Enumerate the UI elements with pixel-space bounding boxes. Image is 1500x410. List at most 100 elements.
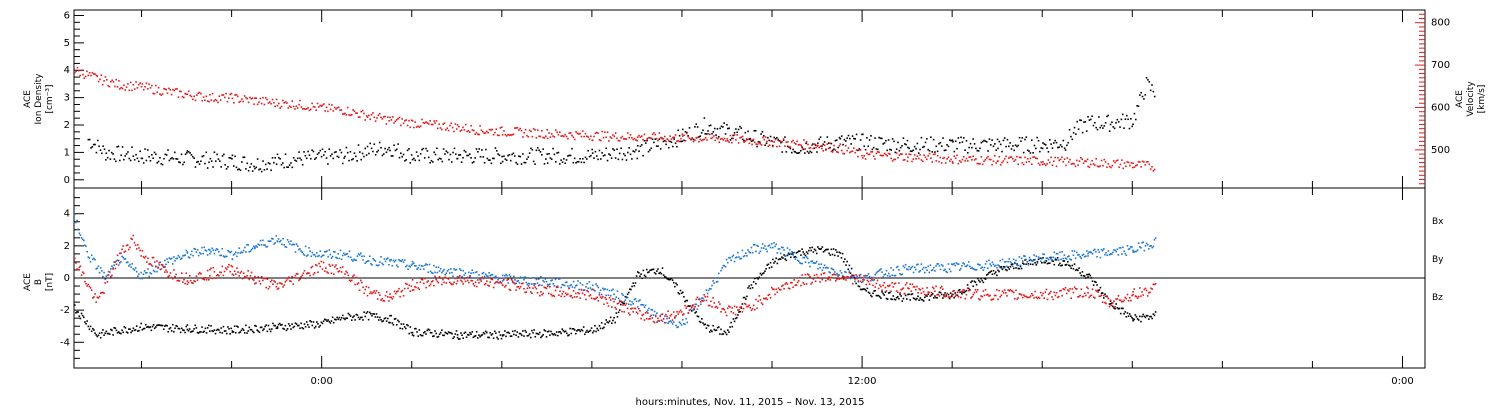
- bx-point: [460, 332, 462, 334]
- bx-point: [394, 317, 397, 320]
- bz-point: [323, 270, 326, 272]
- velocity-point: [789, 146, 792, 148]
- bx-point: [1057, 264, 1060, 266]
- velocity-point: [186, 93, 189, 96]
- by-point: [415, 264, 417, 267]
- bx-point: [1027, 263, 1030, 265]
- by-point: [966, 264, 969, 266]
- bz-point: [442, 278, 444, 281]
- bz-point: [175, 273, 177, 276]
- bz-point: [962, 289, 964, 291]
- bz-point: [1140, 295, 1142, 297]
- by-point: [427, 271, 430, 274]
- by-point: [299, 248, 301, 250]
- velocity-point: [1062, 160, 1065, 163]
- density-point: [1130, 118, 1132, 120]
- bz-point: [785, 281, 788, 284]
- by-point: [868, 276, 871, 278]
- by-point: [430, 271, 433, 274]
- by-point: [509, 275, 512, 278]
- bx-point: [679, 289, 682, 292]
- bz-point: [868, 283, 871, 285]
- velocity-point: [1054, 156, 1056, 159]
- bx-point: [875, 294, 878, 297]
- density-point: [639, 145, 642, 148]
- by-point: [640, 303, 642, 306]
- velocity-point: [131, 89, 133, 92]
- density-point: [722, 126, 724, 128]
- bx-point: [504, 330, 506, 332]
- density-point: [887, 139, 890, 141]
- bz-point: [186, 280, 189, 282]
- by-point: [558, 278, 560, 280]
- bx-point: [153, 327, 156, 330]
- bx-point: [1070, 267, 1072, 270]
- bx-point: [414, 327, 416, 330]
- bz-point: [219, 271, 221, 273]
- bx-point: [92, 327, 94, 330]
- density-point: [137, 160, 140, 163]
- velocity-point: [119, 88, 121, 90]
- by-point: [1133, 251, 1136, 253]
- by-point: [720, 269, 722, 272]
- by-point: [630, 303, 632, 306]
- by-point: [374, 260, 377, 262]
- by-point: [778, 248, 781, 250]
- density-point: [501, 155, 503, 158]
- density-point: [380, 146, 382, 149]
- density-point: [505, 159, 508, 161]
- bz-point: [160, 263, 163, 266]
- velocity-point: [247, 101, 250, 104]
- bz-point: [683, 313, 685, 315]
- bx-point: [535, 332, 538, 335]
- by-point: [149, 272, 152, 274]
- by-point: [703, 299, 705, 302]
- density-point: [731, 137, 733, 140]
- bz-point: [913, 286, 916, 288]
- density-point: [818, 138, 821, 141]
- bx-point: [784, 258, 787, 260]
- density-point: [287, 166, 290, 168]
- bz-point: [867, 280, 870, 283]
- bx-point: [814, 249, 817, 252]
- by-point: [481, 272, 484, 275]
- bx-point: [1068, 264, 1070, 267]
- bx-point: [178, 327, 181, 330]
- density-point: [452, 151, 454, 154]
- by-point: [908, 265, 910, 268]
- magnetic-ylabel-2: B: [34, 279, 44, 285]
- by-point: [636, 306, 639, 308]
- bz-point: [574, 292, 577, 295]
- bx-point: [766, 264, 768, 266]
- velocity-point: [694, 139, 696, 142]
- velocity-point: [121, 87, 124, 90]
- velocity-point: [1066, 157, 1069, 159]
- by-point: [661, 320, 664, 322]
- bx-point: [1127, 315, 1130, 317]
- density-point: [1040, 147, 1043, 149]
- by-point: [742, 255, 745, 258]
- velocity-point: [948, 160, 951, 163]
- bz-point: [1079, 294, 1081, 297]
- bz-point: [363, 292, 365, 295]
- bz-point: [310, 266, 313, 269]
- velocity-point: [241, 98, 243, 100]
- bx-point: [156, 324, 158, 327]
- density-point: [789, 147, 792, 150]
- by-point: [738, 256, 740, 258]
- by-point: [1059, 251, 1061, 254]
- by-point: [1116, 248, 1119, 251]
- velocity-point: [275, 98, 278, 101]
- bx-point: [473, 335, 476, 338]
- bz-point: [473, 284, 476, 287]
- bx-point: [488, 336, 490, 339]
- velocity-point: [508, 134, 511, 136]
- bz-point: [236, 267, 238, 269]
- bz-point: [586, 289, 588, 292]
- density-point: [159, 157, 161, 159]
- bx-point: [1083, 275, 1086, 277]
- bz-point: [929, 294, 932, 297]
- by-point: [1062, 257, 1065, 260]
- by-point: [885, 269, 888, 272]
- velocity-point: [1073, 163, 1075, 165]
